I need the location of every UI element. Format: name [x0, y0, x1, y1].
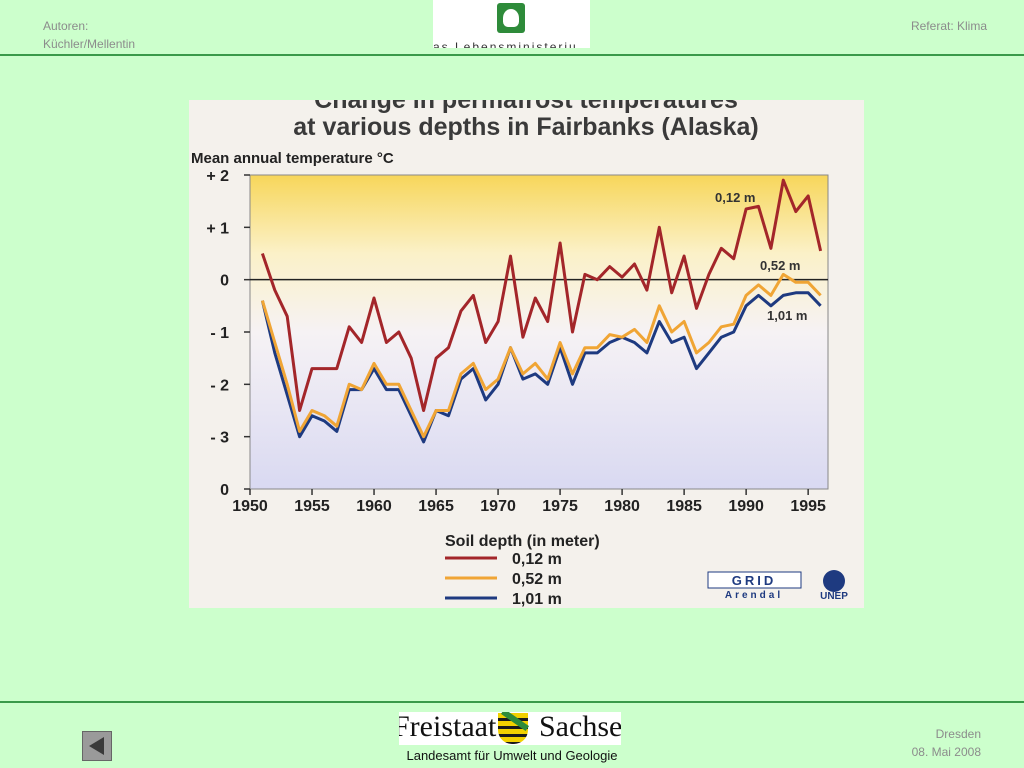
ministry-logo: as Lebensministeriu: [433, 0, 590, 48]
x-tick-label: 1985: [666, 498, 702, 515]
logo-icon: [497, 3, 525, 33]
back-button[interactable]: [82, 731, 112, 761]
state-logo: Freistaat Sachsen: [399, 712, 621, 745]
state-name: Sachsen: [539, 712, 621, 743]
x-tick-label: 1950: [232, 498, 268, 515]
chart-title-line: at various depths in Fairbanks (Alaska): [293, 113, 758, 141]
x-tick-label: 1970: [480, 498, 516, 515]
legend-label: 1,01 m: [512, 591, 562, 608]
authors: Küchler/Mellentin: [43, 37, 136, 51]
series-label: 0,52 m: [760, 258, 800, 273]
legend-title: Soil depth (in meter): [445, 533, 600, 550]
y-tick-label: + 2: [206, 168, 229, 185]
agency: Landesamt für Umwelt und Geologie: [406, 748, 618, 763]
y-tick-label: - 3: [210, 430, 229, 447]
state-name: Freistaat: [399, 712, 497, 743]
y-axis-title: Mean annual temperature °C: [191, 150, 394, 167]
legend-label: 0,12 m: [512, 551, 562, 568]
y-tick-label: 0: [220, 273, 229, 290]
grid-logo: [707, 571, 802, 589]
authors-label: Autoren:: [43, 19, 89, 33]
y-tick-label: 0: [220, 482, 229, 499]
series-label: 1,01 m: [767, 308, 807, 323]
y-tick-label: - 1: [210, 325, 229, 342]
x-tick-label: 1955: [294, 498, 330, 515]
chart: Change in permafrost temperatures at var…: [189, 100, 864, 608]
rue-crown: [500, 712, 530, 732]
y-tick-label: - 2: [210, 377, 229, 394]
x-tick-label: 1975: [542, 498, 578, 515]
logo-leaf: [503, 9, 519, 27]
series-line: [260, 291, 822, 444]
logo-text: GRID: [732, 573, 777, 588]
x-tick-label: 1980: [604, 498, 640, 515]
footer-rule: [0, 701, 1024, 703]
x-tick-label: 1995: [790, 498, 826, 515]
topic: Referat: Klima: [910, 19, 987, 33]
date: 08. Mai 2008: [911, 745, 981, 759]
legend-label: 0,52 m: [512, 571, 562, 588]
x-tick-label: 1960: [356, 498, 392, 515]
y-tick-label: + 1: [206, 220, 229, 237]
unep-logo: [823, 570, 845, 592]
logo-text: Arendal: [725, 590, 783, 601]
coat-of-arms: [498, 712, 530, 744]
chart-title-line: Change in permafrost temperatures: [314, 100, 738, 114]
header-rule: [0, 54, 1024, 56]
x-tick-label: 1965: [418, 498, 454, 515]
back-arrow: [89, 737, 104, 755]
logo-text: UNEP: [820, 591, 848, 602]
x-tick-label: 1990: [728, 498, 764, 515]
series-label: 0,12 m: [715, 190, 755, 205]
logo-text: as Lebensministeriu: [433, 40, 578, 48]
place: Dresden: [935, 727, 981, 741]
series-line: [260, 178, 823, 412]
series-line: [260, 272, 822, 439]
